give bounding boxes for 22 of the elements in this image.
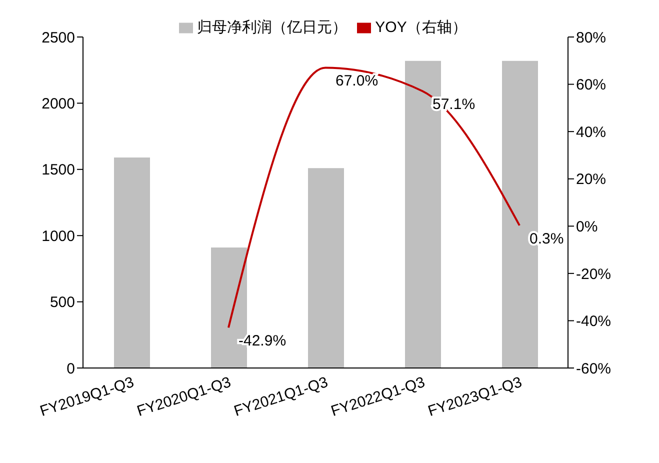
y-tick-label: 500 (50, 294, 75, 312)
y-tick-label: 2000 (42, 96, 75, 113)
line-series (228, 66, 520, 329)
y-tick-label: 1000 (42, 228, 75, 245)
y2-tick-label: -40% (576, 313, 612, 330)
y2-tick-label: 0% (576, 218, 598, 236)
legend-label: YOY（右轴） (375, 19, 467, 36)
y2-tick-label: 40% (576, 124, 606, 141)
y2-tick-label: 80% (576, 29, 606, 46)
y-tick-label: 1500 (42, 162, 75, 179)
y2-tick-label: -20% (576, 266, 612, 283)
y2-tick-label: 20% (576, 171, 606, 188)
bar (308, 168, 344, 368)
data-label: -42.9% (238, 332, 286, 350)
y-tick-label: 2500 (42, 29, 75, 46)
data-label: 0.3% (530, 230, 564, 248)
y2-tick-label: -60% (576, 360, 612, 378)
legend-label: 归母净利润（亿日元） (197, 19, 348, 36)
bar (114, 157, 150, 368)
y2-tick-label: 60% (576, 76, 606, 94)
y-tick-label: 0 (66, 360, 75, 378)
data-label: 67.0% (336, 72, 378, 90)
